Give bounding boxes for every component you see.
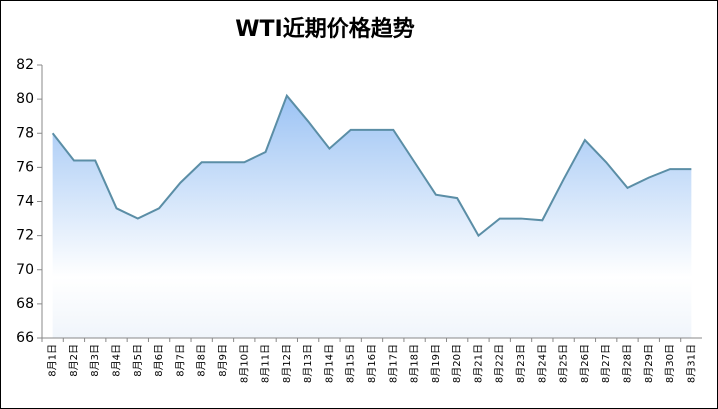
x-tick-label: 8月9日 <box>217 344 229 377</box>
x-tick-label: 8月25日 <box>558 344 570 383</box>
line <box>51 93 692 238</box>
y-tick-label: 68 <box>16 296 34 312</box>
x-tick-label: 8月3日 <box>89 344 101 377</box>
area-fill <box>52 95 692 339</box>
x-tick-label: 8月22日 <box>494 344 506 383</box>
y-tick-label: 72 <box>16 228 34 244</box>
x-tick-label: 8月23日 <box>515 344 527 383</box>
x-tick-label: 8月26日 <box>579 344 591 383</box>
x-tick-label: 8月14日 <box>323 344 335 383</box>
y-tick-label: 74 <box>16 194 34 210</box>
y-tick-label: 70 <box>16 262 34 278</box>
x-tick-label: 8月13日 <box>302 344 314 383</box>
x-tick-label: 8月24日 <box>536 344 548 383</box>
x-tick-label: 8月2日 <box>68 344 80 377</box>
x-tick-label: 8月6日 <box>153 344 165 377</box>
x-tick-label: 8月12日 <box>281 344 293 383</box>
x-tick-label: 8月28日 <box>621 344 633 383</box>
x-tick-label: 8月21日 <box>472 344 484 383</box>
x-tick-label: 8月8日 <box>196 344 208 377</box>
y-tick-label: 82 <box>16 57 34 73</box>
x-tick-label: 8月17日 <box>387 344 399 383</box>
x-tick-label: 8月19日 <box>430 344 442 383</box>
x-tick-label: 8月11日 <box>260 344 272 383</box>
x-tick-label: 8月20日 <box>451 344 463 383</box>
x-tick-label: 8月7日 <box>174 344 186 377</box>
x-tick-label: 8月1日 <box>47 344 59 377</box>
x-tick-label: 8月4日 <box>111 344 123 377</box>
y-tick-label: 66 <box>16 330 34 346</box>
x-tick-label: 8月5日 <box>132 344 144 377</box>
chart-title: WTI近期价格趋势 <box>235 16 414 42</box>
y-tick-label: 80 <box>16 91 34 107</box>
x-tick-label: 8月16日 <box>366 344 378 383</box>
x-tick-label: 8月30日 <box>664 344 676 383</box>
x-tick-label: 8月18日 <box>409 344 421 383</box>
x-tick-label: 8月15日 <box>345 344 357 383</box>
y-tick-label: 76 <box>16 159 34 175</box>
x-tick-label: 8月31日 <box>685 344 697 383</box>
y-tick-label: 78 <box>16 125 34 141</box>
x-tick-label: 8月29日 <box>643 344 655 383</box>
x-tick-label: 8月10日 <box>238 344 250 383</box>
x-tick-label: 8月27日 <box>600 344 612 383</box>
